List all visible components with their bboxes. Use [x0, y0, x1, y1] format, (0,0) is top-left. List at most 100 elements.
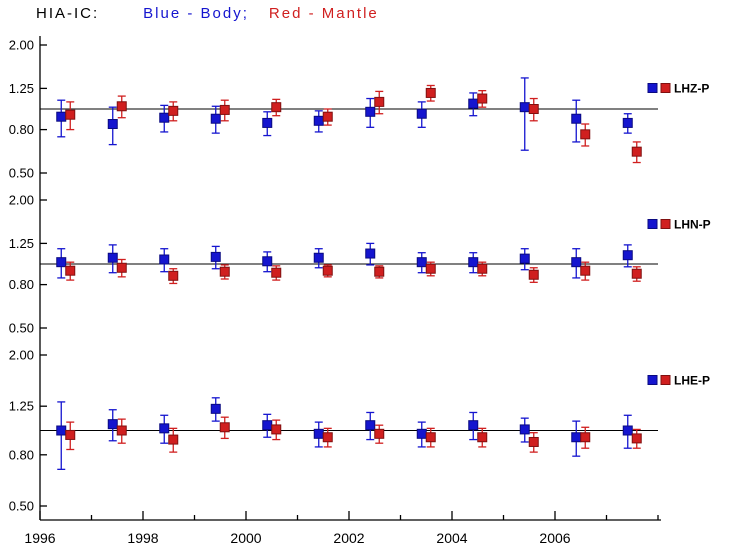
marker-body — [56, 257, 67, 268]
figure-title: HIA-IC: Blue - Body; Red - Mantle — [36, 5, 379, 22]
marker-body — [210, 251, 221, 262]
y-tick-label: 0.50 — [9, 499, 34, 514]
marker-body — [416, 108, 427, 119]
y-tick-label: 0.80 — [9, 277, 34, 292]
marker-mantle — [631, 146, 642, 157]
marker-body — [622, 250, 633, 261]
marker-body — [313, 428, 324, 439]
y-tick-label: 2.00 — [9, 38, 34, 53]
marker-mantle — [219, 422, 230, 433]
marker-body — [159, 112, 170, 123]
marker-mantle — [425, 87, 436, 98]
marker-mantle — [580, 129, 591, 140]
legend-marker-body — [647, 219, 658, 229]
marker-mantle — [425, 263, 436, 274]
marker-mantle — [219, 104, 230, 115]
marker-mantle — [116, 101, 127, 112]
y-tick-label: 1.25 — [9, 81, 34, 96]
marker-body — [107, 119, 118, 130]
marker-body — [519, 253, 530, 264]
legend-marker-mantle — [660, 375, 671, 385]
title-body-legend: Blue - Body; — [143, 5, 249, 22]
y-tick-label: 2.00 — [9, 348, 34, 363]
marker-mantle — [631, 268, 642, 279]
legend-marker-body — [647, 83, 658, 93]
marker-mantle — [425, 432, 436, 443]
marker-body — [622, 117, 633, 128]
marker-body — [159, 423, 170, 434]
title-station-label: HIA-IC: — [36, 5, 100, 22]
marker-mantle — [116, 262, 127, 273]
y-tick-label: 0.50 — [9, 166, 34, 181]
marker-mantle — [631, 433, 642, 444]
marker-mantle — [477, 432, 488, 443]
marker-body — [519, 424, 530, 435]
marker-body — [107, 252, 118, 263]
x-tick-label: 2006 — [539, 530, 570, 546]
marker-mantle — [65, 265, 76, 276]
y-tick-label: 2.00 — [9, 193, 34, 208]
marker-mantle — [271, 102, 282, 113]
x-tick-label: 2002 — [333, 530, 364, 546]
marker-mantle — [219, 266, 230, 277]
marker-mantle — [65, 429, 76, 440]
marker-mantle — [116, 425, 127, 436]
marker-mantle — [528, 104, 539, 114]
marker-body — [210, 113, 221, 124]
marker-body — [571, 432, 582, 443]
marker-body — [365, 420, 376, 431]
marker-mantle — [168, 270, 179, 281]
marker-body — [365, 248, 376, 259]
marker-body — [262, 256, 273, 267]
marker-body — [468, 420, 479, 431]
marker-mantle — [168, 105, 179, 116]
y-tick-label: 0.50 — [9, 321, 34, 336]
title-mantle-legend: Red - Mantle — [268, 5, 379, 22]
marker-mantle — [528, 269, 539, 280]
marker-body — [56, 111, 67, 122]
marker-mantle — [580, 265, 591, 276]
y-tick-label: 0.80 — [9, 122, 34, 137]
y-tick-label: 1.25 — [9, 399, 34, 414]
y-tick-label: 0.80 — [9, 447, 34, 462]
marker-body — [210, 403, 221, 414]
marker-body — [159, 254, 170, 265]
marker-body — [56, 425, 67, 436]
marker-mantle — [168, 434, 179, 445]
marker-mantle — [477, 263, 488, 274]
legend-marker-body — [647, 375, 658, 385]
x-tick-label: 2000 — [230, 530, 261, 546]
marker-mantle — [322, 265, 333, 276]
legend-label: LHZ-P — [674, 82, 709, 96]
marker-body — [262, 117, 273, 128]
marker-mantle — [528, 436, 539, 447]
marker-mantle — [477, 93, 488, 104]
marker-body — [468, 98, 479, 109]
legend-label: LHE-P — [674, 374, 710, 388]
marker-mantle — [65, 109, 76, 120]
marker-body — [365, 106, 376, 117]
marker-body — [262, 420, 273, 431]
x-tick-label: 2004 — [436, 530, 467, 546]
marker-body — [622, 425, 633, 436]
x-tick-label: 1996 — [24, 530, 55, 546]
x-tick-label: 1998 — [127, 530, 158, 546]
legend-marker-mantle — [660, 83, 671, 93]
legend-marker-mantle — [660, 219, 671, 229]
legend-label: LHN-P — [674, 218, 711, 232]
marker-body — [571, 257, 582, 268]
marker-body — [313, 115, 324, 126]
marker-mantle — [322, 111, 333, 122]
marker-body — [313, 252, 324, 263]
marker-mantle — [271, 424, 282, 435]
y-tick-label: 1.25 — [9, 236, 34, 251]
marker-mantle — [374, 428, 385, 439]
marker-body — [416, 428, 427, 439]
marker-body — [468, 257, 479, 268]
marker-mantle — [374, 96, 385, 107]
marker-mantle — [580, 432, 591, 443]
marker-mantle — [374, 266, 385, 277]
marker-body — [519, 102, 530, 113]
